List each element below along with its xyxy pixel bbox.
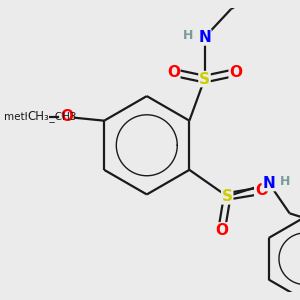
- Text: O: O: [60, 110, 73, 124]
- Text: H: H: [280, 175, 290, 188]
- Text: O: O: [229, 65, 242, 80]
- Text: methoxy_CH3: methoxy_CH3: [4, 111, 76, 122]
- Text: CH₃: CH₃: [27, 110, 49, 123]
- Text: S: S: [222, 189, 233, 204]
- Text: O: O: [215, 223, 228, 238]
- Text: S: S: [199, 72, 210, 87]
- Text: N: N: [262, 176, 275, 190]
- Text: O: O: [167, 65, 180, 80]
- Text: N: N: [198, 30, 211, 45]
- Text: H: H: [183, 29, 194, 42]
- Text: O: O: [255, 183, 268, 198]
